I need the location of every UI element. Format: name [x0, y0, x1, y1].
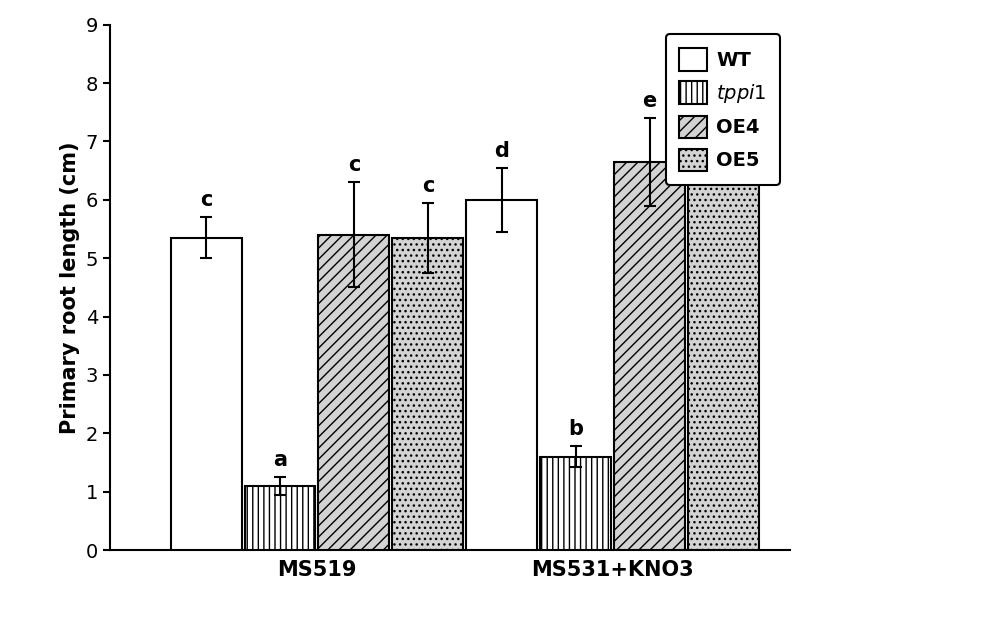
Text: d: d	[494, 141, 509, 161]
Text: a: a	[273, 450, 287, 470]
Bar	[540, 457, 611, 550]
Bar	[171, 238, 242, 550]
Bar	[466, 200, 537, 550]
Text: c: c	[422, 176, 434, 196]
Text: f: f	[719, 70, 728, 91]
Bar	[318, 235, 389, 550]
Bar	[245, 486, 315, 550]
Text: c: c	[348, 155, 360, 176]
Y-axis label: Primary root length (cm): Primary root length (cm)	[60, 141, 80, 434]
Text: c: c	[200, 190, 212, 210]
Bar	[392, 238, 463, 550]
Text: e: e	[642, 91, 657, 111]
Legend: WT, $\mathit{tppi1}$, OE4, OE5: WT, $\mathit{tppi1}$, OE4, OE5	[666, 35, 780, 185]
Bar	[688, 142, 759, 550]
Bar	[614, 162, 685, 550]
Text: b: b	[568, 419, 583, 439]
